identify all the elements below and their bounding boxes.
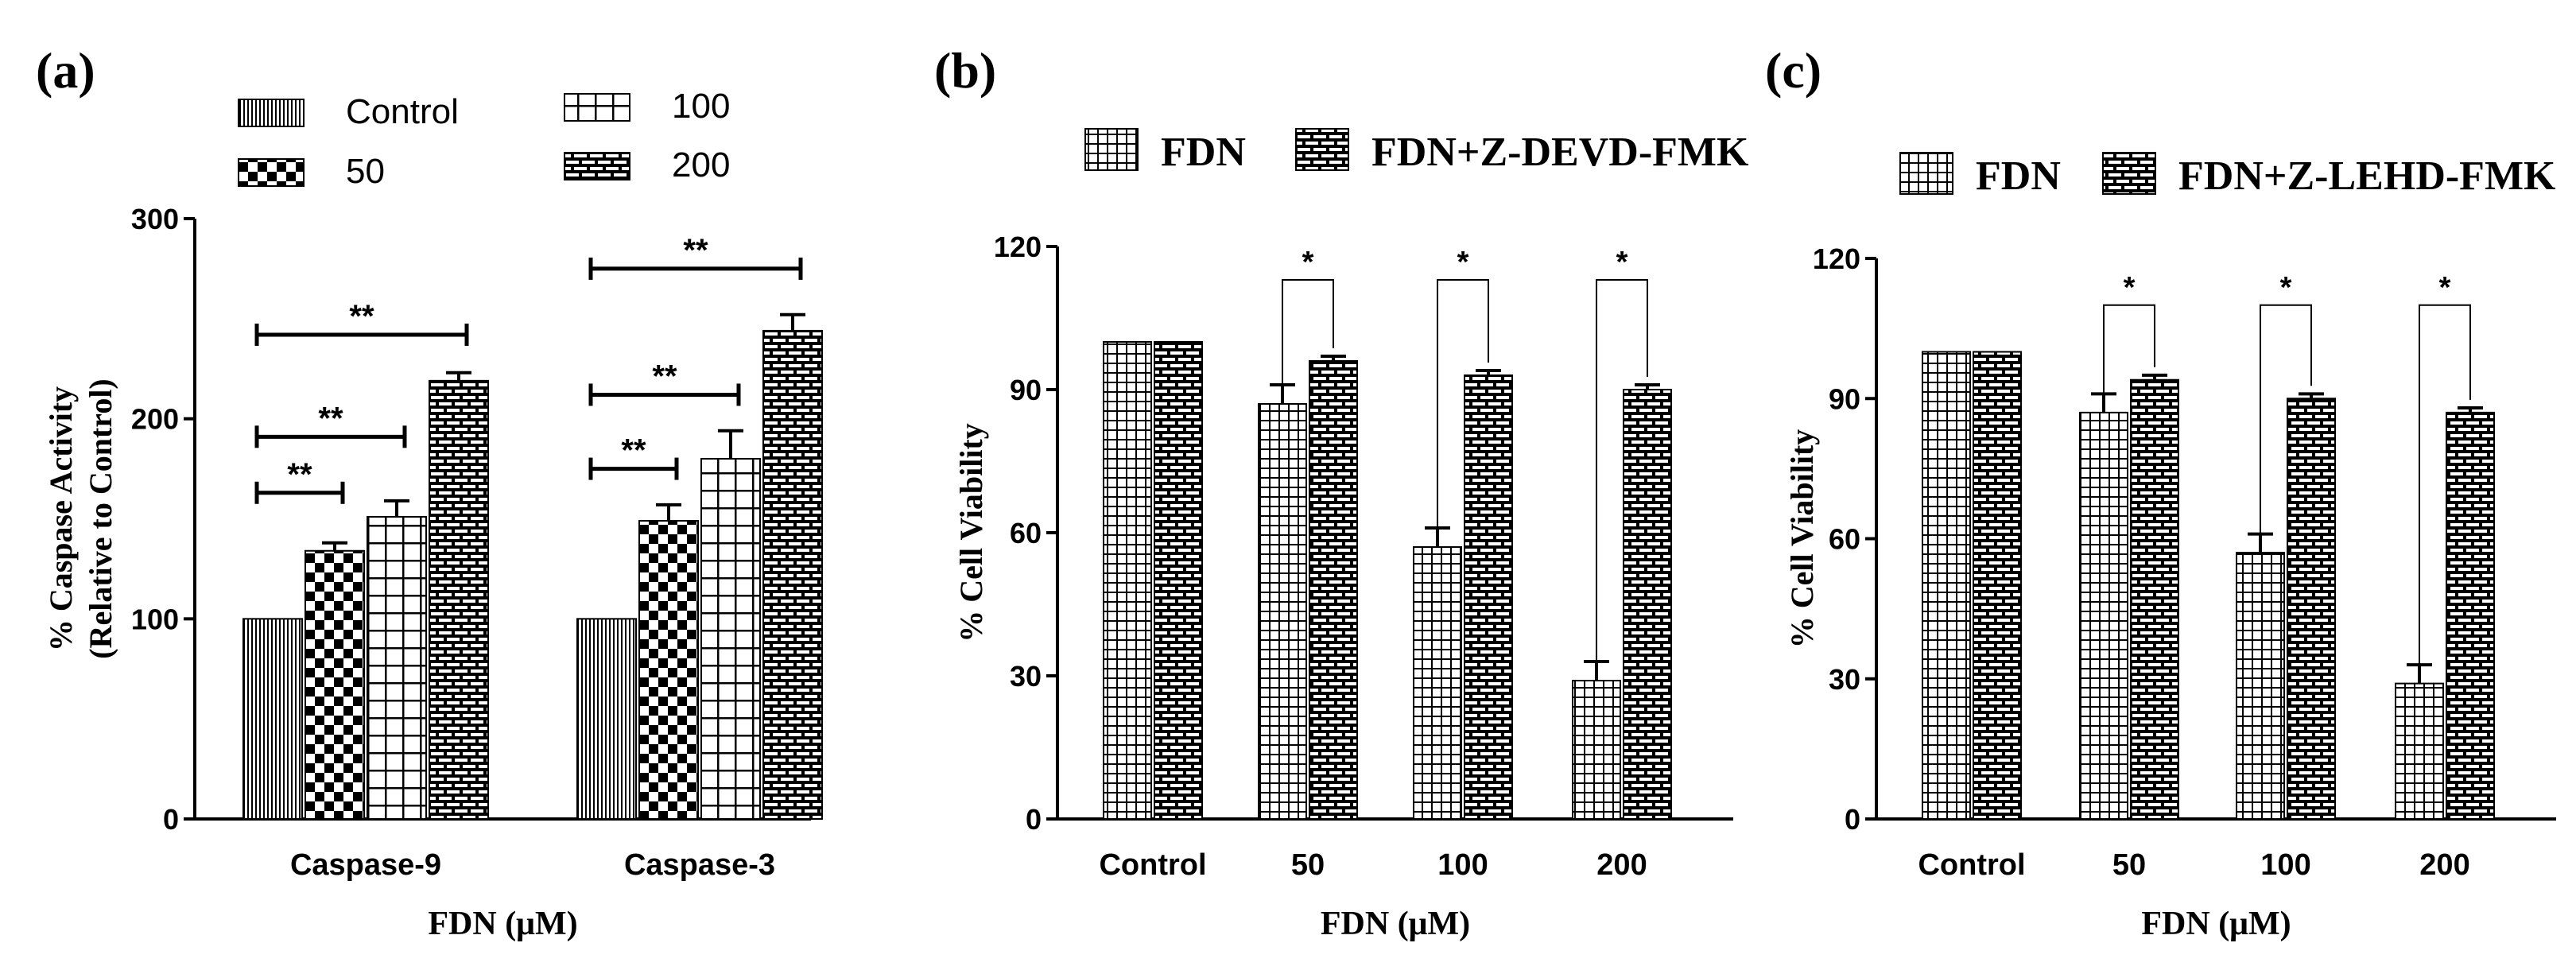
legend-swatch xyxy=(564,93,630,122)
significance-label: ** xyxy=(349,299,374,334)
bar xyxy=(1154,341,1203,820)
y-tick-label: 30 xyxy=(1829,663,1860,696)
legend-swatch xyxy=(238,158,305,187)
bar xyxy=(1103,341,1152,820)
significance-label: * xyxy=(1616,246,1628,279)
bar xyxy=(1623,389,1672,820)
significance-bracket xyxy=(2419,304,2471,668)
legend-label: FDN xyxy=(1976,153,2061,199)
y-axis-label: % Cell Viability xyxy=(1784,429,1820,649)
legend-swatch xyxy=(1295,128,1349,171)
bar xyxy=(1973,351,2022,820)
significance-bracket xyxy=(1437,279,1489,531)
legend-swatch xyxy=(2102,152,2156,195)
bar xyxy=(700,458,761,820)
significance-label: ** xyxy=(318,401,343,436)
significance-label: ** xyxy=(287,457,312,492)
bar xyxy=(305,549,365,820)
panel-c: (c) 0 30 60 90 120 % Cell Viability FDN (μM) Con… xyxy=(1765,42,2556,942)
significance-bracket xyxy=(1596,279,1648,665)
significance-bracket xyxy=(2103,304,2155,397)
significance-bracket xyxy=(2260,304,2312,537)
legend-label: Control xyxy=(346,92,459,131)
significance-label: * xyxy=(2124,271,2136,305)
bar xyxy=(2446,411,2495,820)
bar xyxy=(2236,552,2285,820)
significance-label: * xyxy=(1457,246,1469,279)
bar xyxy=(2130,378,2179,820)
y-tick-label: 0 xyxy=(163,803,179,836)
y-tick-label: 300 xyxy=(131,203,179,235)
x-axis-label: FDN (μM) xyxy=(428,906,577,942)
bar xyxy=(2079,411,2128,820)
bar xyxy=(1413,546,1462,820)
y-tick-label: 120 xyxy=(1813,243,1860,275)
x-tick-label: Control xyxy=(1099,848,1206,882)
bar xyxy=(1464,374,1513,820)
x-tick-label: Control xyxy=(1918,848,2025,882)
x-axis-label: FDN (μM) xyxy=(2141,906,2291,942)
bar xyxy=(2395,682,2444,820)
bar xyxy=(638,520,699,820)
x-tick-label: 50 xyxy=(1291,848,1325,882)
y-axis-label: (Relative to Control) xyxy=(83,378,118,659)
significance-label: ** xyxy=(652,359,677,394)
significance-label: ** xyxy=(621,433,646,468)
significance-label: ** xyxy=(683,233,708,268)
y-tick-label: 60 xyxy=(1829,523,1860,556)
x-tick-label: Caspase-3 xyxy=(624,848,775,882)
legend-label: FDN+Z-DEVD-FMK xyxy=(1371,130,1749,175)
significance-label: * xyxy=(2439,271,2451,305)
x-tick-label: 100 xyxy=(1437,848,1488,882)
legend-label: 100 xyxy=(672,87,730,126)
y-tick-label: 90 xyxy=(1010,374,1042,406)
y-tick-label: 200 xyxy=(131,403,179,436)
y-tick-label: 30 xyxy=(1010,660,1042,693)
panel-label: (c) xyxy=(1765,42,1821,99)
y-tick-label: 0 xyxy=(1026,803,1042,836)
legend-label: 50 xyxy=(346,152,385,191)
x-tick-label: 50 xyxy=(2112,848,2146,882)
x-tick-label: 200 xyxy=(1596,848,1647,882)
bar xyxy=(1922,351,1971,820)
significance-label: * xyxy=(1302,246,1314,279)
bar xyxy=(2287,398,2336,820)
significance-label: * xyxy=(2280,271,2292,305)
y-axis-label: % Cell Viability xyxy=(953,423,989,642)
legend-swatch xyxy=(1899,152,1953,195)
legend-label: 200 xyxy=(672,146,730,184)
bar xyxy=(1258,403,1307,820)
bar xyxy=(1572,680,1621,820)
x-tick-label: 100 xyxy=(2260,848,2310,882)
bar xyxy=(242,618,303,820)
y-tick-label: 90 xyxy=(1829,382,1860,415)
significance-bracket xyxy=(1282,279,1334,388)
bar xyxy=(576,618,637,820)
bar xyxy=(429,379,489,821)
panel-a: (a) 0 100 200 300 % Caspase Activity (Relative… xyxy=(36,42,823,942)
x-axis-label: FDN (μM) xyxy=(1321,906,1470,942)
y-tick-label: 60 xyxy=(1010,517,1042,549)
bar xyxy=(367,515,427,820)
x-tick-label: Caspase-9 xyxy=(290,848,441,882)
legend-swatch xyxy=(564,152,630,180)
panel-label: (a) xyxy=(36,42,95,99)
y-tick-label: 0 xyxy=(1845,803,1860,836)
panel-b: (b) 0 30 60 90 120 % Cell Viability FDN (μM) Con… xyxy=(934,42,1749,942)
x-tick-label: 200 xyxy=(2419,848,2469,882)
bar xyxy=(762,329,823,820)
legend-swatch xyxy=(238,99,305,127)
legend-label: FDN xyxy=(1161,130,1246,175)
y-tick-label: 120 xyxy=(994,231,1042,263)
legend-label: FDN+Z-LEHD-FMK xyxy=(2178,153,2556,199)
panel-label: (b) xyxy=(934,42,996,99)
legend-swatch xyxy=(1084,128,1139,171)
bar xyxy=(1309,360,1358,820)
y-axis-label: % Caspase Activity xyxy=(43,386,79,651)
y-tick-label: 100 xyxy=(131,603,179,635)
